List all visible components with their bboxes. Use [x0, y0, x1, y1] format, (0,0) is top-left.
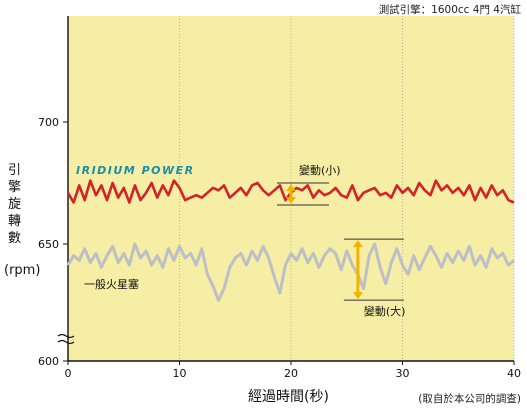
header-note: 測試引擎：1600cc 4門 4汽缸 — [378, 4, 521, 16]
y-tick-label: 600 — [38, 355, 59, 368]
x-tick-label: 20 — [284, 367, 298, 380]
variation-large-arrow-head-down — [352, 292, 363, 300]
y-tick-label: 650 — [38, 238, 59, 251]
x-tick-label: 10 — [173, 367, 187, 380]
x-tick-label: 30 — [396, 367, 410, 380]
series-label-iridium-power: IRIDIUM POWER — [76, 164, 195, 177]
variation-small-arrow-head-down — [286, 196, 296, 204]
y-tick-label: 700 — [38, 116, 59, 129]
series-label-ordinary-spark-plug: 一般火星塞 — [84, 277, 139, 291]
x-axis-label: 經過時間(秒) — [248, 389, 329, 405]
source-note: (取自於本公司的調查) — [418, 393, 521, 405]
x-tick-label: 40 — [507, 367, 521, 380]
axis-break-mark — [57, 333, 75, 345]
y-axis-label: 引擎旋轉數 — [8, 162, 24, 247]
variation-small-label: 變動(小) — [299, 163, 341, 177]
x-tick-label: 0 — [65, 367, 72, 380]
y-axis-unit: (rpm) — [4, 263, 41, 278]
variation-large-label: 變動(大) — [364, 304, 406, 318]
y-axis-label-text: 引擎旋轉數 — [8, 163, 22, 246]
variation-large-arrow-head-up — [352, 240, 363, 248]
variation-small-arrow-head-up — [286, 184, 296, 191]
series-ordinary-spark-plug-line — [66, 242, 515, 302]
